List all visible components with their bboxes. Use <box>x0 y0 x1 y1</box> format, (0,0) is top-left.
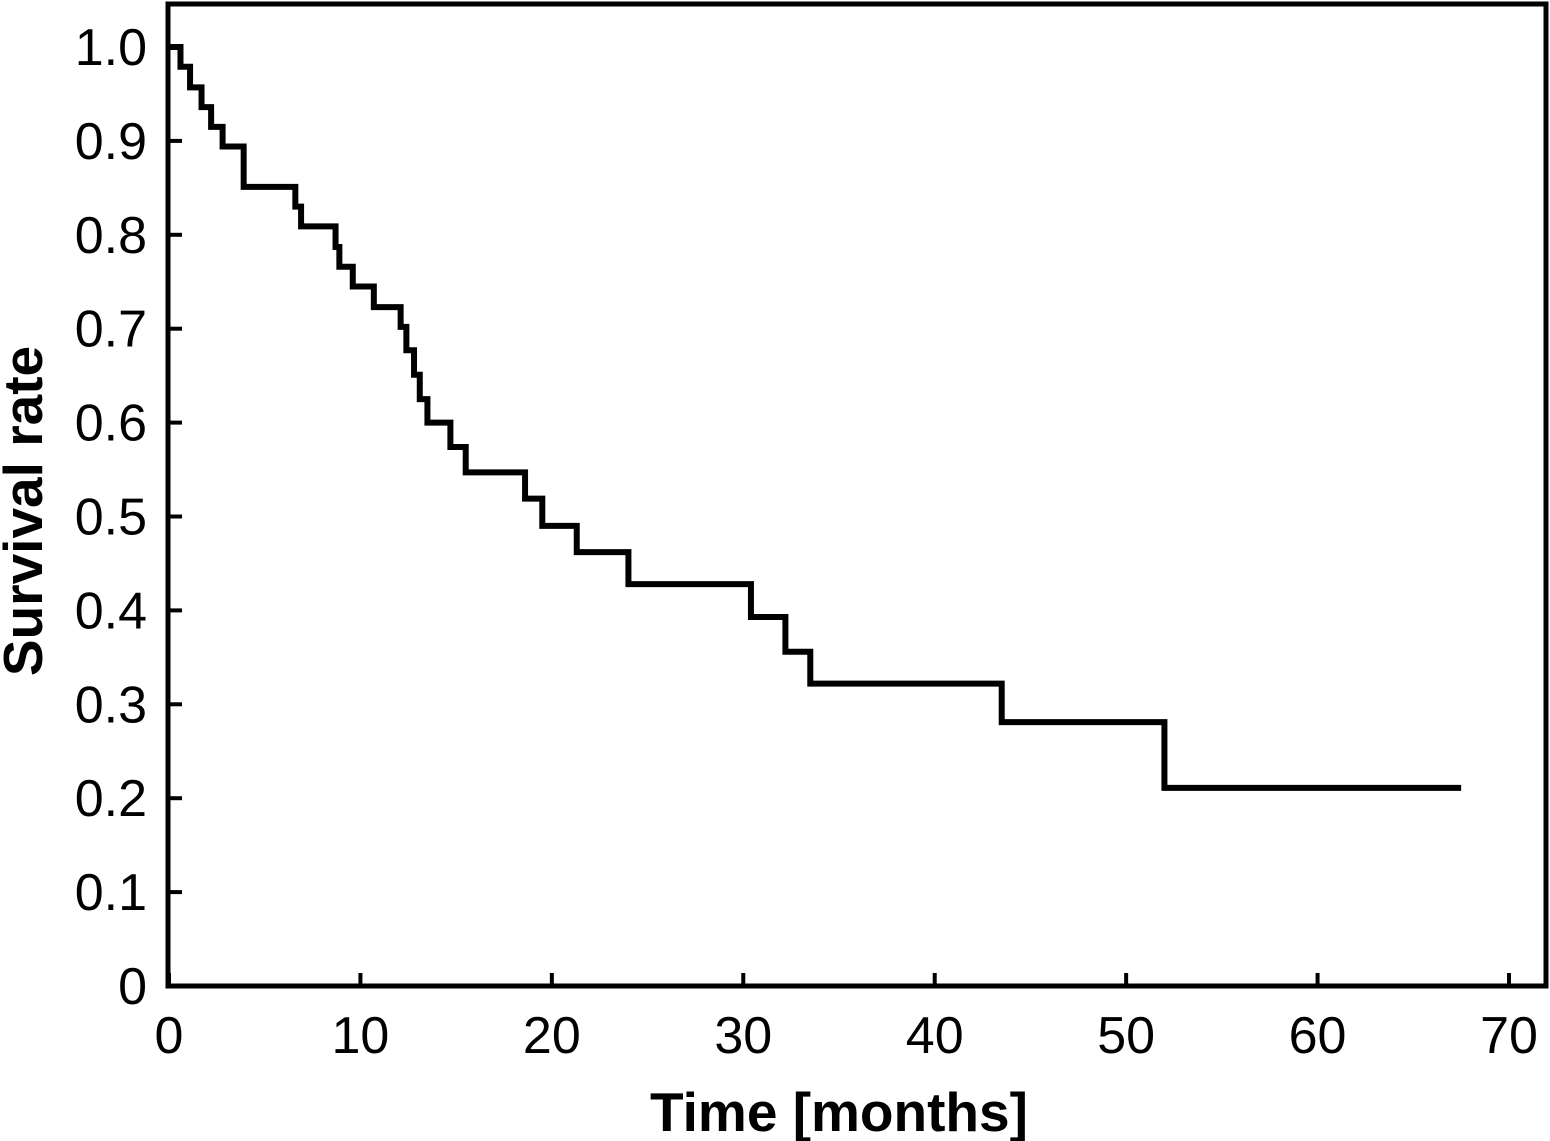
y-tick-label: 0.3 <box>75 676 147 734</box>
y-tick-label: 0.7 <box>75 301 147 359</box>
x-tick-label: 30 <box>714 1007 772 1065</box>
plot-frame <box>165 1 1549 989</box>
x-tick-label: 70 <box>1480 1007 1538 1065</box>
y-tick-label: 0.2 <box>75 770 147 828</box>
y-tick-label: 0.5 <box>75 489 147 547</box>
x-tick-label: 10 <box>332 1007 390 1065</box>
y-axis-title: Survival rate <box>0 346 54 676</box>
y-tick-label: 0 <box>118 958 147 1016</box>
x-axis-tick-labels: 0 10 20 30 40 50 60 70 <box>155 1007 1538 1065</box>
survival-step-curve <box>169 44 1462 791</box>
y-tick-label: 0.8 <box>75 207 147 265</box>
x-tick-label: 60 <box>1289 1007 1347 1065</box>
y-tick-label: 0.1 <box>75 864 147 922</box>
x-axis-title: Time [months] <box>650 1081 1028 1141</box>
y-axis-ticks <box>169 45 182 988</box>
x-tick-label: 20 <box>523 1007 581 1065</box>
y-tick-label: 1.0 <box>75 19 147 77</box>
y-axis-tick-labels: 0 0.1 0.2 0.3 0.4 0.5 0.6 0.7 0.8 0.9 1.0 <box>75 19 147 1016</box>
y-tick-label: 0.9 <box>75 113 147 171</box>
y-tick-label: 0.6 <box>75 395 147 453</box>
x-tick-label: 0 <box>155 1007 184 1065</box>
x-axis-ticks <box>167 973 1511 986</box>
x-tick-label: 50 <box>1097 1007 1155 1065</box>
x-tick-label: 40 <box>906 1007 964 1065</box>
y-tick-label: 0.4 <box>75 582 147 640</box>
